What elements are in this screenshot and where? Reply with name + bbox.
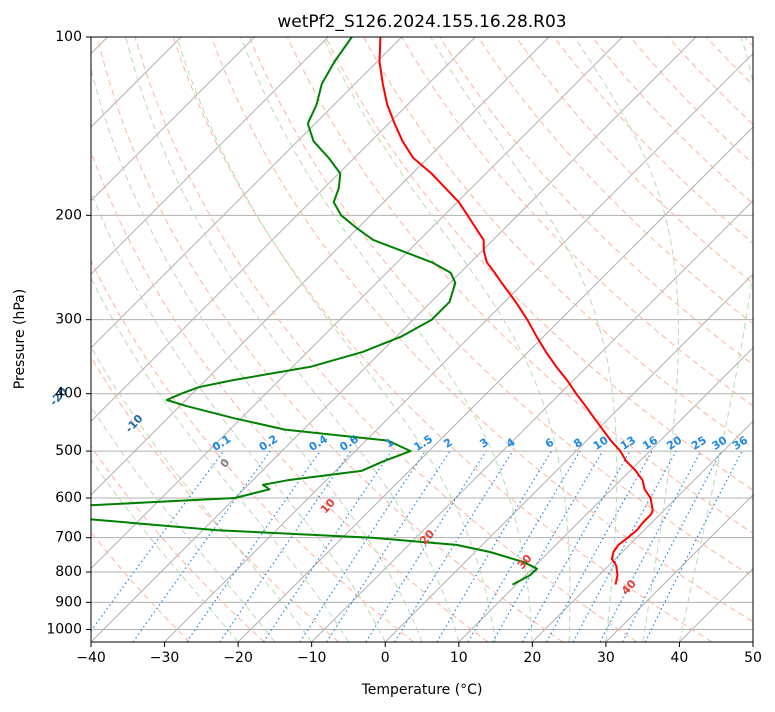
y-tick-label: 800	[55, 564, 82, 580]
x-tick-label: 30	[597, 650, 615, 666]
x-tick-label: −30	[150, 650, 180, 666]
x-tick-label: 10	[450, 650, 468, 666]
x-tick-label: 40	[671, 650, 689, 666]
x-tick-label: −10	[297, 650, 327, 666]
y-tick-label: 300	[55, 312, 82, 328]
y-tick-label: 500	[55, 443, 82, 459]
x-tick-label: −20	[223, 650, 253, 666]
x-axis-label: Temperature (°C)	[361, 682, 483, 698]
y-tick-label: 400	[55, 386, 82, 402]
y-tick-label: 100	[55, 29, 82, 45]
x-tick-label: 50	[744, 650, 762, 666]
y-tick-label: 900	[55, 594, 82, 610]
x-tick-label: −40	[76, 650, 106, 666]
y-tick-label: 600	[55, 490, 82, 506]
y-tick-label: 1000	[46, 621, 82, 637]
y-tick-label: 700	[55, 530, 82, 546]
x-tick-label: 0	[381, 650, 390, 666]
x-tick-label: 20	[523, 650, 541, 666]
y-axis-label: Pressure (hPa)	[12, 289, 28, 389]
y-tick-label: 200	[55, 207, 82, 223]
chart-title: wetPf2_S126.2024.155.16.28.R03	[277, 12, 566, 32]
